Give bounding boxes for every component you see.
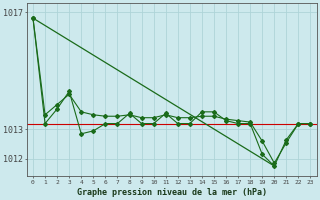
X-axis label: Graphe pression niveau de la mer (hPa): Graphe pression niveau de la mer (hPa) <box>77 188 267 197</box>
